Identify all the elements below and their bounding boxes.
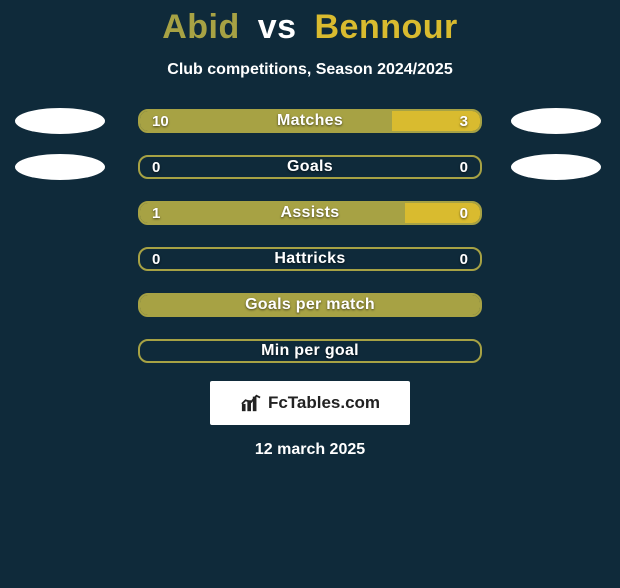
player2-photo-placeholder: [511, 108, 601, 134]
stat-row: 00Hattricks: [0, 247, 620, 271]
stat-label: Min per goal: [140, 341, 480, 361]
stat-label: Assists: [140, 203, 480, 223]
stat-label: Hattricks: [140, 249, 480, 269]
stat-bar: Goals per match: [138, 293, 482, 317]
stat-label: Matches: [140, 111, 480, 131]
stat-row: 00Goals: [0, 155, 620, 179]
stat-row: Goals per match: [0, 293, 620, 317]
logo-chart-icon: [240, 393, 262, 413]
logo-text: FcTables.com: [268, 393, 380, 413]
logo-pill: FcTables.com: [210, 381, 410, 425]
stat-row: 103Matches: [0, 109, 620, 133]
stat-row: Min per goal: [0, 339, 620, 363]
subtitle-text: Club competitions, Season 2024/2025: [0, 61, 620, 79]
stat-row: 10Assists: [0, 201, 620, 225]
player2-photo-placeholder: [511, 154, 601, 180]
player1-photo-placeholder: [15, 154, 105, 180]
date-text: 12 march 2025: [0, 441, 620, 459]
stat-label: Goals per match: [140, 295, 480, 315]
stat-bar: 00Goals: [138, 155, 482, 179]
stat-bar: 10Assists: [138, 201, 482, 225]
stat-bar: Min per goal: [138, 339, 482, 363]
stat-bar: 00Hattricks: [138, 247, 482, 271]
stat-label: Goals: [140, 157, 480, 177]
player2-name: Bennour: [315, 8, 458, 46]
vs-text: vs: [258, 8, 297, 46]
stat-bar: 103Matches: [138, 109, 482, 133]
comparison-title: Abid vs Bennour: [0, 8, 620, 47]
player1-photo-placeholder: [15, 108, 105, 134]
stat-rows: 103Matches 00Goals 10Assists 00Hattricks Goa…: [0, 109, 620, 363]
player1-name: Abid: [162, 8, 240, 46]
